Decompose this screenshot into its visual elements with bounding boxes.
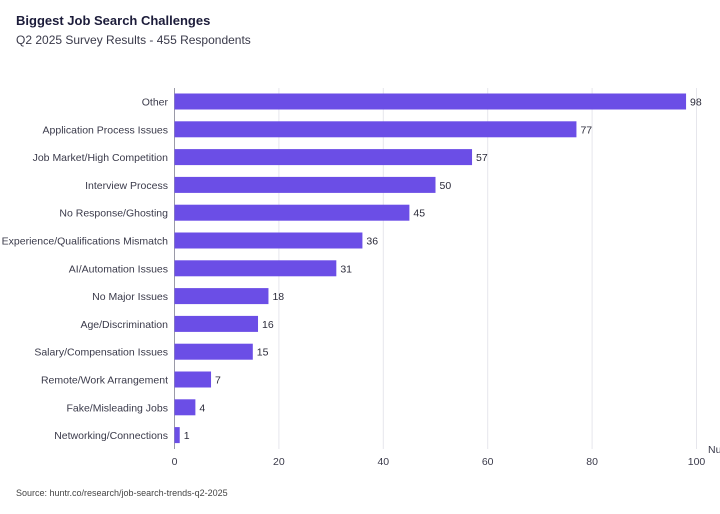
bar (174, 176, 436, 193)
value-label: 31 (340, 263, 352, 275)
value-label: 15 (257, 347, 269, 359)
bar (174, 121, 577, 138)
bar (174, 93, 687, 110)
bar (174, 149, 473, 166)
value-label: 36 (366, 236, 378, 248)
x-tick-label: 100 (688, 456, 706, 468)
value-label: 16 (262, 319, 274, 331)
category-label: Interview Process (85, 180, 168, 192)
bar (174, 427, 180, 444)
category-label: Networking/Connections (54, 430, 168, 442)
value-label: 45 (413, 208, 425, 220)
x-tick-label: 60 (482, 456, 494, 468)
x-tick-label: 20 (273, 456, 285, 468)
chart-subtitle: Q2 2025 Survey Results - 455 Respondents (16, 33, 251, 47)
bar (174, 204, 410, 221)
x-tick-labels: 0 20 40 60 80 100 (172, 456, 706, 468)
bar (174, 288, 269, 305)
bar (174, 315, 259, 332)
category-labels: Other Application Process Issues Job Marke… (2, 97, 169, 443)
x-tick-label: 80 (586, 456, 598, 468)
chart-title: Biggest Job Search Challenges (16, 13, 211, 28)
source-note: Source: huntr.co/research/job-search-tre… (16, 488, 228, 498)
bar (174, 343, 253, 360)
category-label: No Major Issues (92, 291, 168, 303)
value-label: 18 (272, 291, 284, 303)
category-label: Application Process Issues (43, 124, 168, 136)
category-label: No Response/Ghosting (59, 208, 168, 220)
x-tick-label: 40 (377, 456, 389, 468)
value-label: 98 (690, 97, 702, 109)
value-labels: 98 77 57 50 45 36 31 18 16 15 7 4 1 (184, 97, 702, 443)
x-axis-title: Nu (708, 444, 720, 456)
category-label: Fake/Misleading Jobs (66, 402, 168, 414)
bar (174, 260, 337, 277)
category-label: Job Market/High Competition (33, 152, 169, 164)
category-label: Salary/Compensation Issues (34, 347, 168, 359)
value-label: 4 (199, 402, 205, 414)
value-label: 57 (476, 152, 488, 164)
bar (174, 399, 196, 416)
bar (174, 232, 363, 249)
value-label: 7 (215, 375, 221, 387)
bar (174, 371, 212, 388)
category-label: Other (142, 97, 169, 109)
value-label: 50 (440, 180, 452, 192)
category-label: AI/Automation Issues (69, 263, 168, 275)
category-label: Experience/Qualifications Mismatch (2, 236, 168, 248)
category-label: Remote/Work Arrangement (41, 375, 168, 387)
value-label: 77 (580, 124, 592, 136)
x-tick-label: 0 (172, 456, 178, 468)
bars (174, 93, 687, 444)
category-label: Age/Discrimination (80, 319, 168, 331)
value-label: 1 (184, 430, 190, 442)
